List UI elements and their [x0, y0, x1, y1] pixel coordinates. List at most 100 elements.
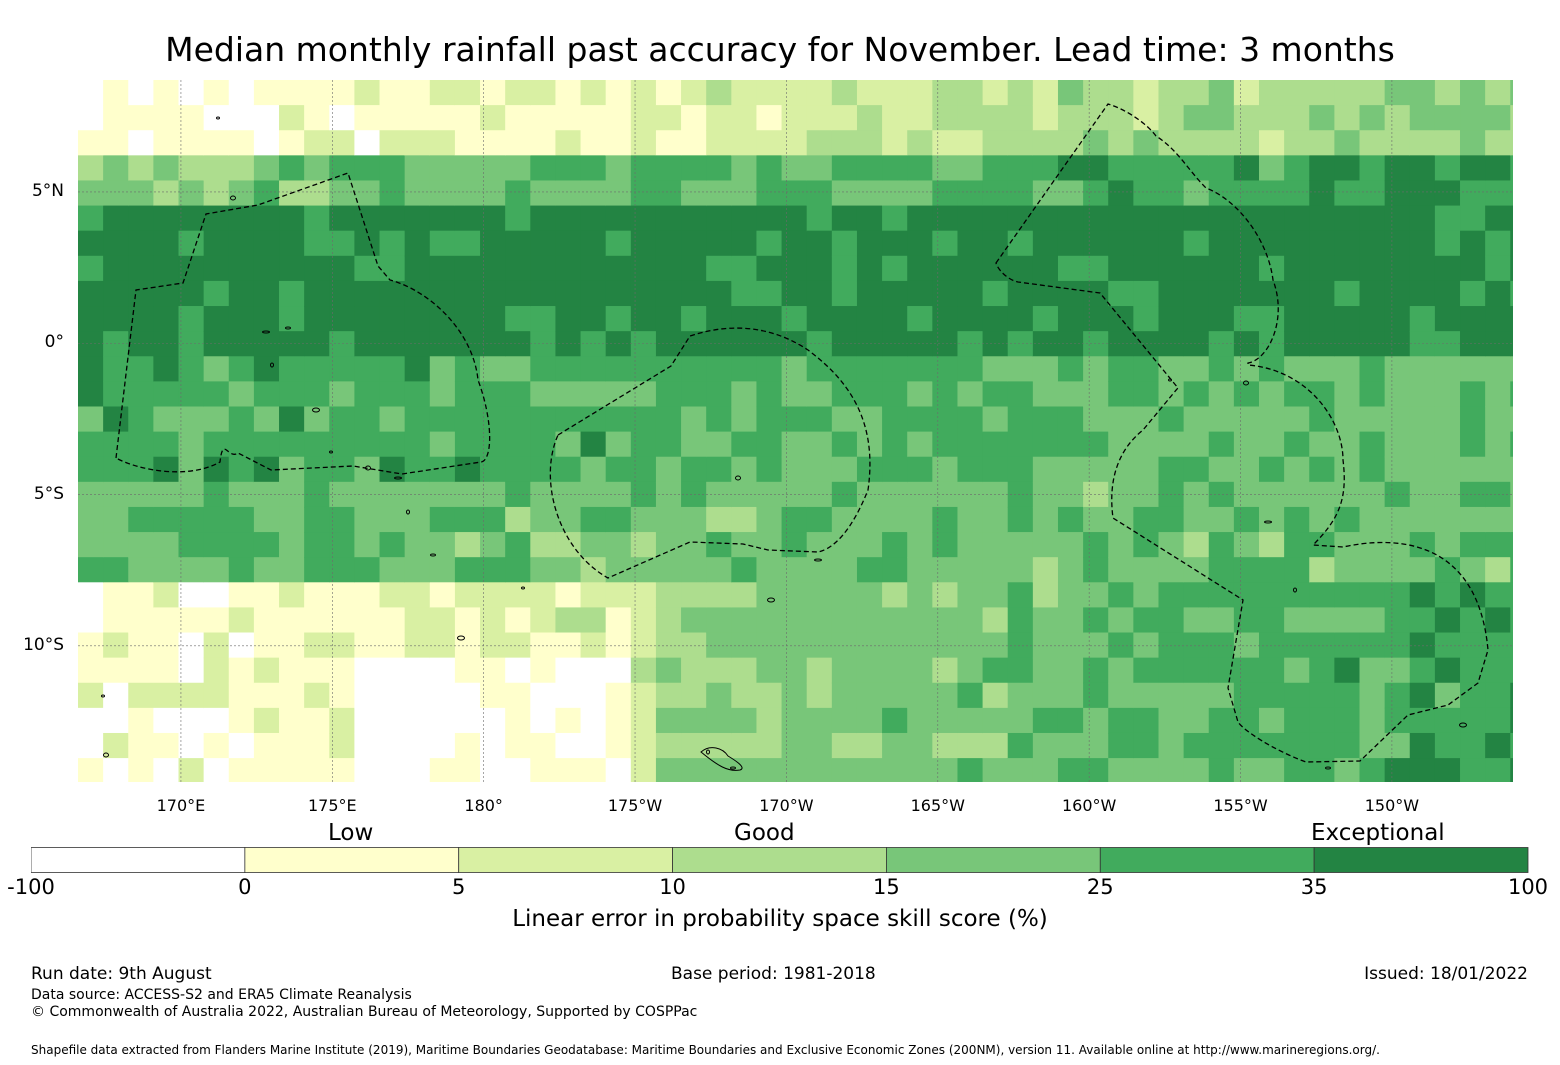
grid-cell: [1460, 406, 1486, 433]
grid-cell: [329, 381, 356, 408]
grid-cell: [655, 532, 682, 558]
grid-cell: [1309, 758, 1335, 782]
grid-cell: [1007, 130, 1034, 156]
grid-cell: [756, 582, 783, 608]
grid-cell: [756, 130, 783, 156]
grid-cell: [178, 657, 205, 684]
grid-cell: [907, 582, 933, 608]
grid-cell: [1057, 456, 1084, 483]
grid-cell: [454, 255, 481, 282]
grid-cell: [1384, 280, 1411, 307]
grid-cell: [1083, 582, 1109, 608]
grid-cell: [279, 331, 305, 357]
grid-cell: [856, 607, 883, 634]
grid-cell: [1510, 280, 1513, 307]
grid-cell: [1208, 456, 1235, 483]
grid-cell: [681, 105, 707, 131]
grid-cell: [1158, 456, 1185, 483]
grid-cell: [706, 657, 732, 684]
skill-grid-cells: [78, 80, 1513, 782]
grid-cell: [1359, 557, 1386, 583]
grid-cell: [279, 506, 305, 533]
grid-cell: [253, 406, 280, 433]
grid-cell: [1409, 732, 1436, 759]
grid-cell: [404, 280, 431, 307]
grid-cell: [128, 431, 154, 458]
grid-cell: [781, 657, 808, 684]
island-outline: [767, 597, 775, 603]
grid-cell: [253, 331, 280, 357]
grid-cell: [1409, 155, 1436, 182]
grid-cell: [530, 331, 557, 357]
grid-cell: [203, 632, 230, 659]
grid-cell: [1007, 532, 1034, 558]
grid-cell: [806, 230, 833, 257]
grid-cell: [831, 532, 858, 558]
grid-cell: [555, 306, 582, 332]
grid-cell: [1057, 155, 1084, 182]
grid-cell: [605, 130, 632, 156]
island-outline: [1293, 587, 1297, 593]
grid-cell: [957, 105, 984, 131]
grid-cell: [1233, 632, 1260, 659]
grid-cell: [78, 155, 104, 182]
grid-cell: [907, 230, 933, 257]
grid-cell: [655, 406, 682, 433]
grid-cell: [253, 632, 280, 659]
grid-cell: [630, 105, 657, 131]
grid-cell: [580, 682, 607, 709]
grid-cell: [429, 406, 456, 433]
grid-cell: [454, 205, 481, 232]
grid-cell: [505, 758, 531, 782]
grid-cell: [1208, 80, 1235, 106]
grid-cell: [1309, 657, 1335, 684]
grid-cell: [429, 205, 456, 232]
grid-cell: [555, 758, 582, 782]
grid-cell: [806, 381, 833, 408]
grid-cell: [480, 105, 506, 131]
grid-cell: [178, 130, 205, 156]
grid-cell: [731, 130, 758, 156]
grid-cell: [1359, 682, 1386, 709]
grid-cell: [1485, 431, 1511, 458]
grid-cell: [655, 205, 682, 232]
grid-cell: [1057, 331, 1084, 357]
grid-cell: [1510, 80, 1513, 106]
grid-cell: [1083, 657, 1109, 684]
grid-cell: [580, 130, 607, 156]
grid-cell: [1208, 280, 1235, 307]
grid-cell: [932, 732, 959, 759]
grid-cell: [1384, 506, 1411, 533]
grid-cell: [630, 657, 657, 684]
grid-cell: [932, 707, 959, 734]
grid-cell: [1460, 80, 1486, 106]
grid-cell: [103, 80, 129, 106]
grid-cell: [1233, 180, 1260, 207]
grid-cell: [681, 230, 707, 257]
grid-cell: [1032, 356, 1059, 382]
grid-cell: [1032, 456, 1059, 483]
grid-cell: [329, 632, 356, 659]
grid-cell: [781, 306, 808, 332]
grid-cell: [1208, 331, 1235, 357]
grid-cell: [580, 306, 607, 332]
grid-cell: [1233, 582, 1260, 608]
grid-cell: [957, 406, 984, 433]
grid-cell: [1485, 331, 1511, 357]
grid-cell: [178, 255, 205, 282]
grid-cell: [630, 607, 657, 634]
grid-cell: [756, 105, 783, 131]
grid-cell: [1083, 280, 1109, 307]
grid-cell: [1284, 306, 1310, 332]
grid-cell: [580, 532, 607, 558]
grid-cell: [681, 607, 707, 634]
grid-cell: [856, 381, 883, 408]
grid-cell: [605, 732, 632, 759]
grid-cell: [404, 331, 431, 357]
grid-cell: [1284, 80, 1310, 106]
grid-cell: [1208, 381, 1235, 408]
grid-cell: [580, 406, 607, 433]
grid-cell: [379, 230, 406, 257]
grid-cell: [1510, 607, 1513, 634]
grid-cell: [178, 431, 205, 458]
